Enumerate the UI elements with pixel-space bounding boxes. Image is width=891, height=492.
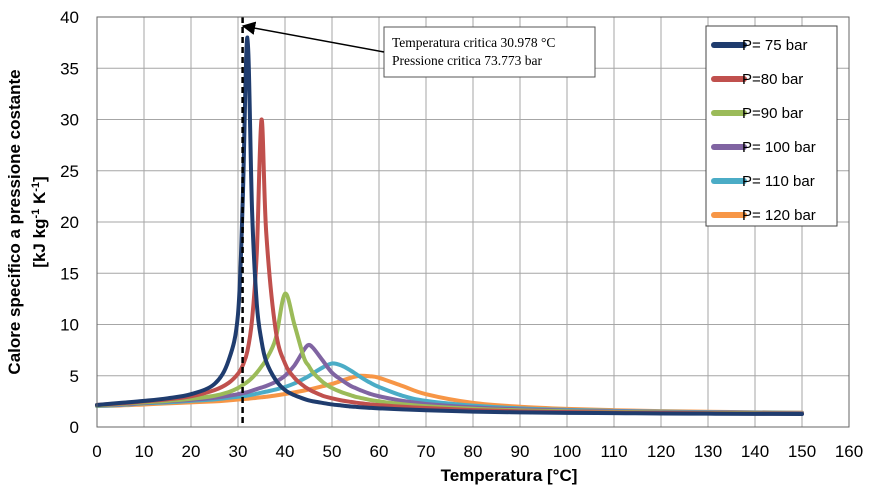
y-axis-title-line2: [kJ kg-1 K-1] <box>30 176 49 267</box>
x-tick-label: 60 <box>370 442 389 461</box>
series-line-1 <box>95 35 804 416</box>
x-tick-label: 30 <box>229 442 248 461</box>
y-axis-ticks: 0 5 10 15 20 25 30 35 40 <box>60 8 79 437</box>
y-tick-label: 0 <box>70 418 79 437</box>
legend-label: P=90 bar <box>742 105 803 122</box>
y-tick-label: 20 <box>60 213 79 232</box>
y-tick-label: 35 <box>60 59 79 78</box>
legend-label: P= 110 bar <box>742 173 815 190</box>
x-tick-label: 100 <box>553 442 581 461</box>
x-tick-label: 70 <box>417 442 436 461</box>
y-tick-label: 40 <box>60 8 79 27</box>
y-tick-label: 15 <box>60 264 79 283</box>
x-tick-label: 150 <box>788 442 816 461</box>
y-tick-label: 5 <box>70 367 79 386</box>
annotation-line-2: Pressione critica 73.773 bar <box>392 53 542 68</box>
x-tick-label: 40 <box>276 442 295 461</box>
x-tick-label: 130 <box>694 442 722 461</box>
x-tick-label: 0 <box>92 442 101 461</box>
x-tick-label: 90 <box>511 442 530 461</box>
y-tick-label: 30 <box>60 111 79 130</box>
legend-box <box>705 25 838 227</box>
legend-label: P=80 bar <box>742 71 803 88</box>
y-axis-title-line1: Calore specifico a pressione costante <box>5 69 24 374</box>
y-unit-part-3: ] <box>30 176 49 182</box>
annotation-line-1: Temperatura critica 30.978 °C <box>392 35 555 50</box>
x-tick-label: 120 <box>647 442 675 461</box>
x-tick-label: 160 <box>835 442 863 461</box>
plot-border <box>96 16 850 428</box>
legend-label: P= 75 bar <box>742 37 807 54</box>
legend-label: P= 120 bar <box>742 207 816 224</box>
x-tick-label: 110 <box>600 442 627 461</box>
y-unit-sup-2: -1 <box>30 182 42 192</box>
y-tick-label: 10 <box>60 316 79 335</box>
x-tick-label: 20 <box>182 442 201 461</box>
series-lines <box>95 35 804 416</box>
y-unit-part-1: [kJ kg <box>30 219 49 268</box>
x-tick-label: 50 <box>323 442 342 461</box>
y-unit-part-2: K <box>30 191 49 209</box>
legend: P= 75 bar P=80 bar P=90 bar P= 100 bar P= 11… <box>711 37 816 224</box>
x-axis-ticks: 0 10 20 30 40 50 60 70 80 90 100 110 120 130 140 150 160 <box>92 442 863 461</box>
x-tick-label: 140 <box>741 442 769 461</box>
x-tick-label: 80 <box>464 442 483 461</box>
y-tick-label: 25 <box>60 162 79 181</box>
x-axis-title: Temperatura [°C] <box>441 466 578 485</box>
y-unit-sup-1: -1 <box>30 209 42 219</box>
x-tick-label: 10 <box>135 442 154 461</box>
annotation-arrow <box>241 21 385 53</box>
legend-label: P= 100 bar <box>742 139 816 156</box>
